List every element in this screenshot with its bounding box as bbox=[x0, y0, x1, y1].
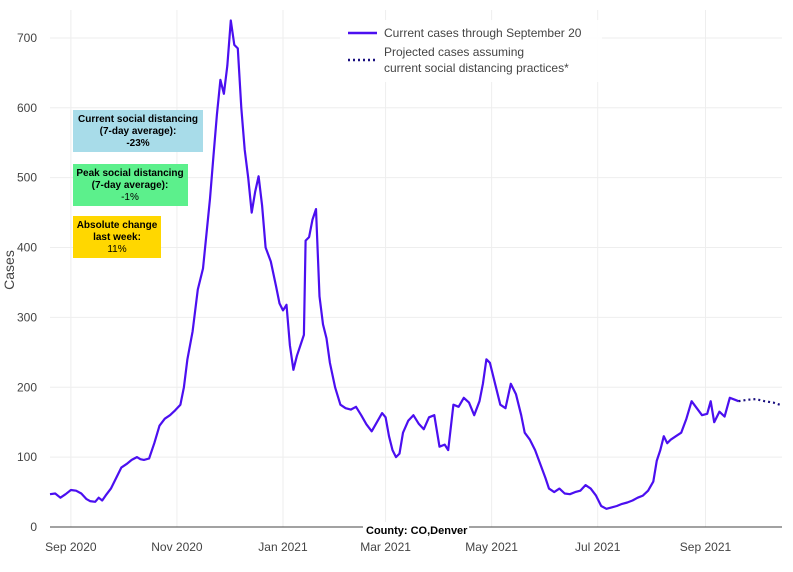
legend: Current cases through September 20 Proje… bbox=[340, 20, 602, 82]
x-tick-label: Jul 2021 bbox=[575, 540, 621, 554]
county-label: County: CO,Denver bbox=[366, 525, 468, 537]
y-tick-label: 600 bbox=[17, 101, 37, 115]
y-tick-label: 500 bbox=[17, 171, 37, 185]
peak-distancing-line1: Peak social distancing bbox=[76, 168, 183, 179]
y-tick-label: 200 bbox=[17, 380, 37, 394]
x-axis-ticks: Sep 2020 Nov 2020 Jan 2021 Mar 2021 May 2021… bbox=[45, 540, 731, 554]
x-tick-label: Sep 2020 bbox=[45, 540, 97, 554]
y-tick-label: 700 bbox=[17, 31, 37, 45]
current-distancing-line2: (7-day average): bbox=[100, 126, 177, 137]
absolute-change-line2: last week: bbox=[93, 232, 141, 243]
absolute-change-value: 11% bbox=[107, 244, 126, 255]
current-cases-line bbox=[49, 19, 739, 510]
x-tick-label: Sep 2021 bbox=[680, 540, 732, 554]
x-tick-label: Jan 2021 bbox=[258, 540, 308, 554]
current-distancing-value: -23% bbox=[126, 138, 149, 149]
y-axis-ticks: 0 100 200 300 400 500 600 700 bbox=[17, 31, 37, 534]
peak-distancing-line2: (7-day average): bbox=[92, 180, 169, 191]
legend-projected-label-2: current social distancing practices* bbox=[384, 61, 569, 75]
y-tick-label: 0 bbox=[30, 520, 37, 534]
projected-cases-line bbox=[738, 398, 783, 407]
series-group bbox=[49, 19, 783, 510]
x-tick-label: May 2021 bbox=[465, 540, 518, 554]
current-distancing-line1: Current social distancing bbox=[78, 114, 198, 125]
absolute-change-box: Absolute change last week: 11% bbox=[73, 216, 161, 258]
peak-distancing-box: Peak social distancing (7-day average): … bbox=[73, 164, 188, 206]
county-label-group: County: CO,Denver bbox=[363, 522, 469, 537]
y-tick-label: 100 bbox=[17, 450, 37, 464]
peak-distancing-value: -1% bbox=[121, 192, 139, 203]
absolute-change-line1: Absolute change bbox=[77, 220, 158, 231]
x-tick-label: Nov 2020 bbox=[151, 540, 203, 554]
y-axis-title: Cases bbox=[1, 250, 17, 290]
y-tick-label: 400 bbox=[17, 241, 37, 255]
legend-current-label: Current cases through September 20 bbox=[384, 26, 582, 40]
gridlines bbox=[50, 10, 782, 527]
y-tick-label: 300 bbox=[17, 310, 37, 324]
current-distancing-box: Current social distancing (7-day average… bbox=[73, 110, 203, 152]
x-tick-label: Mar 2021 bbox=[360, 540, 411, 554]
legend-projected-label-1: Projected cases assuming bbox=[384, 45, 524, 59]
